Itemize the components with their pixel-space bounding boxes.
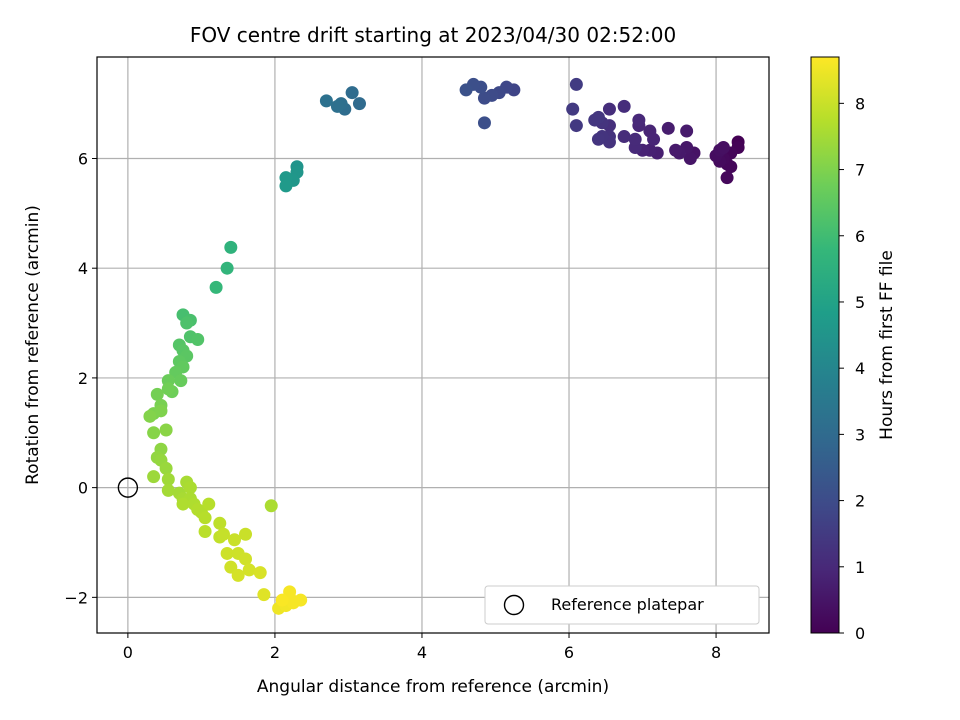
colorbar-tick-label: 6 (855, 227, 865, 246)
data-point (161, 472, 175, 486)
colorbar-tick-label: 5 (855, 293, 865, 312)
data-point (477, 91, 491, 105)
reference-platepar-marker (117, 477, 139, 498)
x-tick-label: 4 (417, 643, 427, 662)
data-point (150, 387, 164, 401)
reference-marker (117, 477, 139, 498)
data-point (352, 97, 366, 111)
data-point (628, 132, 642, 146)
data-point (183, 481, 197, 495)
data-point (617, 99, 631, 113)
data-point (566, 102, 580, 116)
data-point (591, 132, 605, 146)
y-tick-label: 6 (78, 149, 88, 168)
colorbar: 0 1 2 3 4 5 6 7 8 Hours from first FF file (810, 56, 897, 643)
x-tick-label: 8 (711, 643, 721, 662)
colorbar-tick-label: 3 (855, 425, 865, 444)
data-point (154, 404, 168, 418)
legend-marker (503, 594, 525, 616)
data-points (143, 77, 745, 615)
data-point (264, 499, 278, 513)
y-tick-label: 0 (78, 479, 88, 498)
data-point (180, 316, 194, 330)
data-point (231, 568, 245, 582)
data-point (647, 132, 661, 146)
data-point (174, 374, 188, 388)
data-point (683, 151, 697, 165)
x-tick-label: 2 (270, 643, 280, 662)
data-point (159, 423, 173, 437)
y-tick-label: −2 (64, 588, 88, 607)
data-point (720, 171, 734, 185)
data-point (159, 461, 173, 475)
data-point (147, 426, 161, 440)
data-point (220, 261, 234, 275)
plot-frame (96, 56, 770, 634)
data-point (716, 141, 730, 155)
colorbar-tick-label: 8 (855, 94, 865, 113)
data-point (161, 382, 175, 396)
legend: Reference platepar (484, 585, 760, 625)
data-point (319, 94, 333, 108)
colorbar-label: Hours from first FF file (877, 250, 897, 440)
data-point (253, 566, 267, 580)
colorbar-tick-label: 2 (855, 492, 865, 511)
data-point (227, 533, 241, 547)
data-point (202, 497, 216, 511)
y-tick-label: 4 (78, 259, 88, 278)
data-point (198, 525, 212, 539)
data-point (632, 113, 646, 127)
data-point (147, 470, 161, 484)
x-axis-ticks: 0 2 4 6 8 (123, 633, 721, 662)
data-point (143, 409, 157, 423)
data-point (209, 280, 223, 294)
data-point (257, 588, 271, 602)
x-tick-label: 0 (123, 643, 133, 662)
data-point (617, 130, 631, 144)
data-point (459, 83, 473, 97)
data-point (602, 102, 616, 116)
colorbar-tick-label: 4 (855, 359, 865, 378)
data-point (242, 563, 256, 577)
data-point (279, 179, 293, 193)
data-point (191, 333, 205, 347)
colorbar-gradient (810, 56, 840, 634)
data-point (220, 546, 234, 560)
data-point (275, 593, 289, 607)
data-point (213, 516, 227, 530)
legend-label: Reference platepar (551, 595, 704, 614)
y-tick-label: 2 (78, 369, 88, 388)
data-point (680, 124, 694, 138)
data-point (176, 497, 190, 511)
y-axis-ticks: −2 0 2 4 6 (64, 149, 97, 607)
data-point (239, 552, 253, 566)
colorbar-tick-label: 7 (855, 161, 865, 180)
data-point (661, 121, 675, 135)
colorbar-tick-label: 1 (855, 558, 865, 577)
data-point (569, 77, 583, 91)
data-point (216, 527, 230, 541)
colorbar-tick-label: 0 (855, 624, 865, 643)
data-point (569, 119, 583, 133)
data-point (345, 86, 359, 100)
data-point (224, 240, 238, 254)
colorbar-ticks: 0 1 2 3 4 5 6 7 8 (839, 94, 865, 643)
x-tick-label: 6 (564, 643, 574, 662)
data-point (161, 483, 175, 497)
x-axis-label: Angular distance from reference (arcmin) (257, 677, 609, 697)
data-point (198, 511, 212, 525)
data-point (239, 527, 253, 541)
data-point (588, 113, 602, 127)
data-point (477, 116, 491, 130)
legend-box (484, 585, 760, 625)
chart-title: FOV centre drift starting at 2023/04/30 … (190, 23, 676, 47)
data-point (330, 99, 344, 113)
y-axis-label: Rotation from reference (arcmin) (23, 205, 43, 485)
data-point (669, 143, 683, 157)
data-point (294, 593, 308, 607)
